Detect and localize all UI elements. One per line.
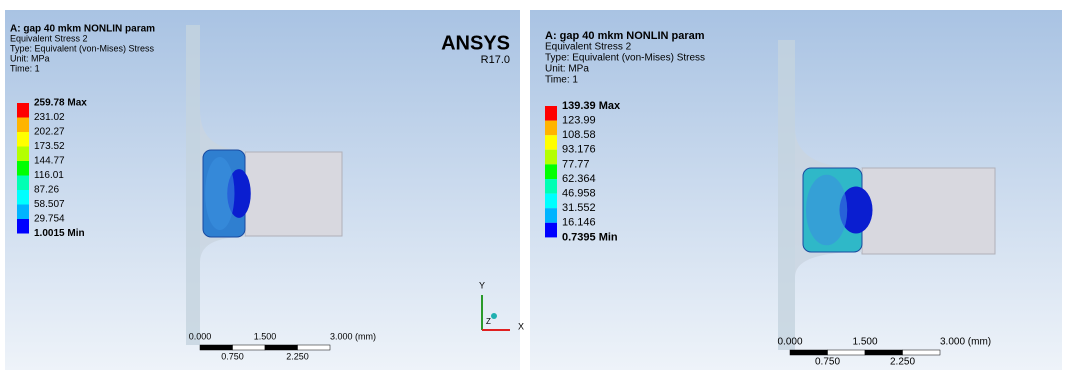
result-info: Type: Equivalent (von-Mises) Stress [10,43,155,53]
scale-label: 3.000 (mm) [940,337,991,348]
legend-label: 31.552 [562,202,596,214]
triad-label: Z [486,317,491,326]
legend-band [545,135,557,150]
legend-label: 46.958 [562,188,596,200]
legend-band [17,161,29,176]
legend-label: 29.754 [34,214,65,225]
scale-segment [200,345,233,350]
legend-label: 259.78 Max [34,98,87,109]
legend-band [545,208,557,223]
legend-label: 16.146 [562,217,596,229]
body-gray [862,168,995,254]
legend-label: 231.02 [34,112,65,123]
legend-band [17,103,29,118]
scale-segment [790,350,828,355]
scale-segment [865,350,903,355]
legend-band [545,223,557,238]
legend-label: 93.176 [562,144,596,156]
scale-segment [903,350,941,355]
legend-label: 87.26 [34,185,59,196]
legend-label: 173.52 [34,141,65,152]
stress-zone [806,175,847,246]
legend-band [17,176,29,191]
legend-band [17,219,29,234]
legend-label: 139.39 Max [562,100,621,112]
result-info: Unit: MPa [545,64,589,75]
legend-label: 108.58 [562,129,596,141]
legend-band [545,150,557,165]
legend-band [545,164,557,179]
result-info: Unit: MPa [10,53,50,63]
triad-label: Y [479,280,485,290]
scale-label: 2.250 [890,357,915,368]
body-gray [245,152,342,236]
legend-label: 58.507 [34,199,65,210]
legend-band [17,205,29,220]
legend-band [17,118,29,133]
logo-version: R17.0 [481,54,510,66]
scale-segment [265,345,298,350]
scale-label: 0.000 [189,331,212,341]
legend-label: 202.27 [34,127,65,138]
legend-label: 123.99 [562,115,596,127]
scale-segment [828,350,866,355]
result-info: Equivalent Stress 2 [545,42,632,53]
scale-label: 3.000 (mm) [330,331,376,341]
screenshot: A: gap 40 mkm NONLIN paramEquivalent Str… [0,0,1067,374]
result-info: Equivalent Stress 2 [10,33,88,43]
scale-label: 2.250 [286,351,309,361]
legend-label: 62.364 [562,173,596,185]
scale-segment [233,345,266,350]
stress-zone [205,157,234,230]
legend-label: 0.7395 Min [562,231,618,243]
legend-label: 144.77 [34,156,65,167]
legend-label: 77.77 [562,158,590,170]
triad-origin [491,313,497,319]
scale-label: 1.500 [852,337,877,348]
logo: ANSYS [441,32,510,54]
scale-segment [298,345,331,350]
plate [186,25,200,345]
legend-band [17,147,29,162]
legend-band [545,194,557,209]
legend-label: 1.0015 Min [34,228,85,239]
result-info: Type: Equivalent (von-Mises) Stress [545,53,705,64]
triad-label: X [518,321,524,331]
result-title: A: gap 40 mkm NONLIN param [545,30,705,42]
legend-band [545,106,557,121]
legend-band [545,179,557,194]
legend-band [545,121,557,136]
scale-label: 0.750 [221,351,244,361]
result-info: Time: 1 [545,75,578,86]
legend-band [17,132,29,147]
plate [778,40,795,350]
scale-label: 0.000 [777,337,802,348]
scale-label: 0.750 [815,357,840,368]
scale-label: 1.500 [254,331,277,341]
legend-label: 116.01 [34,170,64,181]
result-info: Time: 1 [10,63,40,73]
legend-band [17,190,29,205]
